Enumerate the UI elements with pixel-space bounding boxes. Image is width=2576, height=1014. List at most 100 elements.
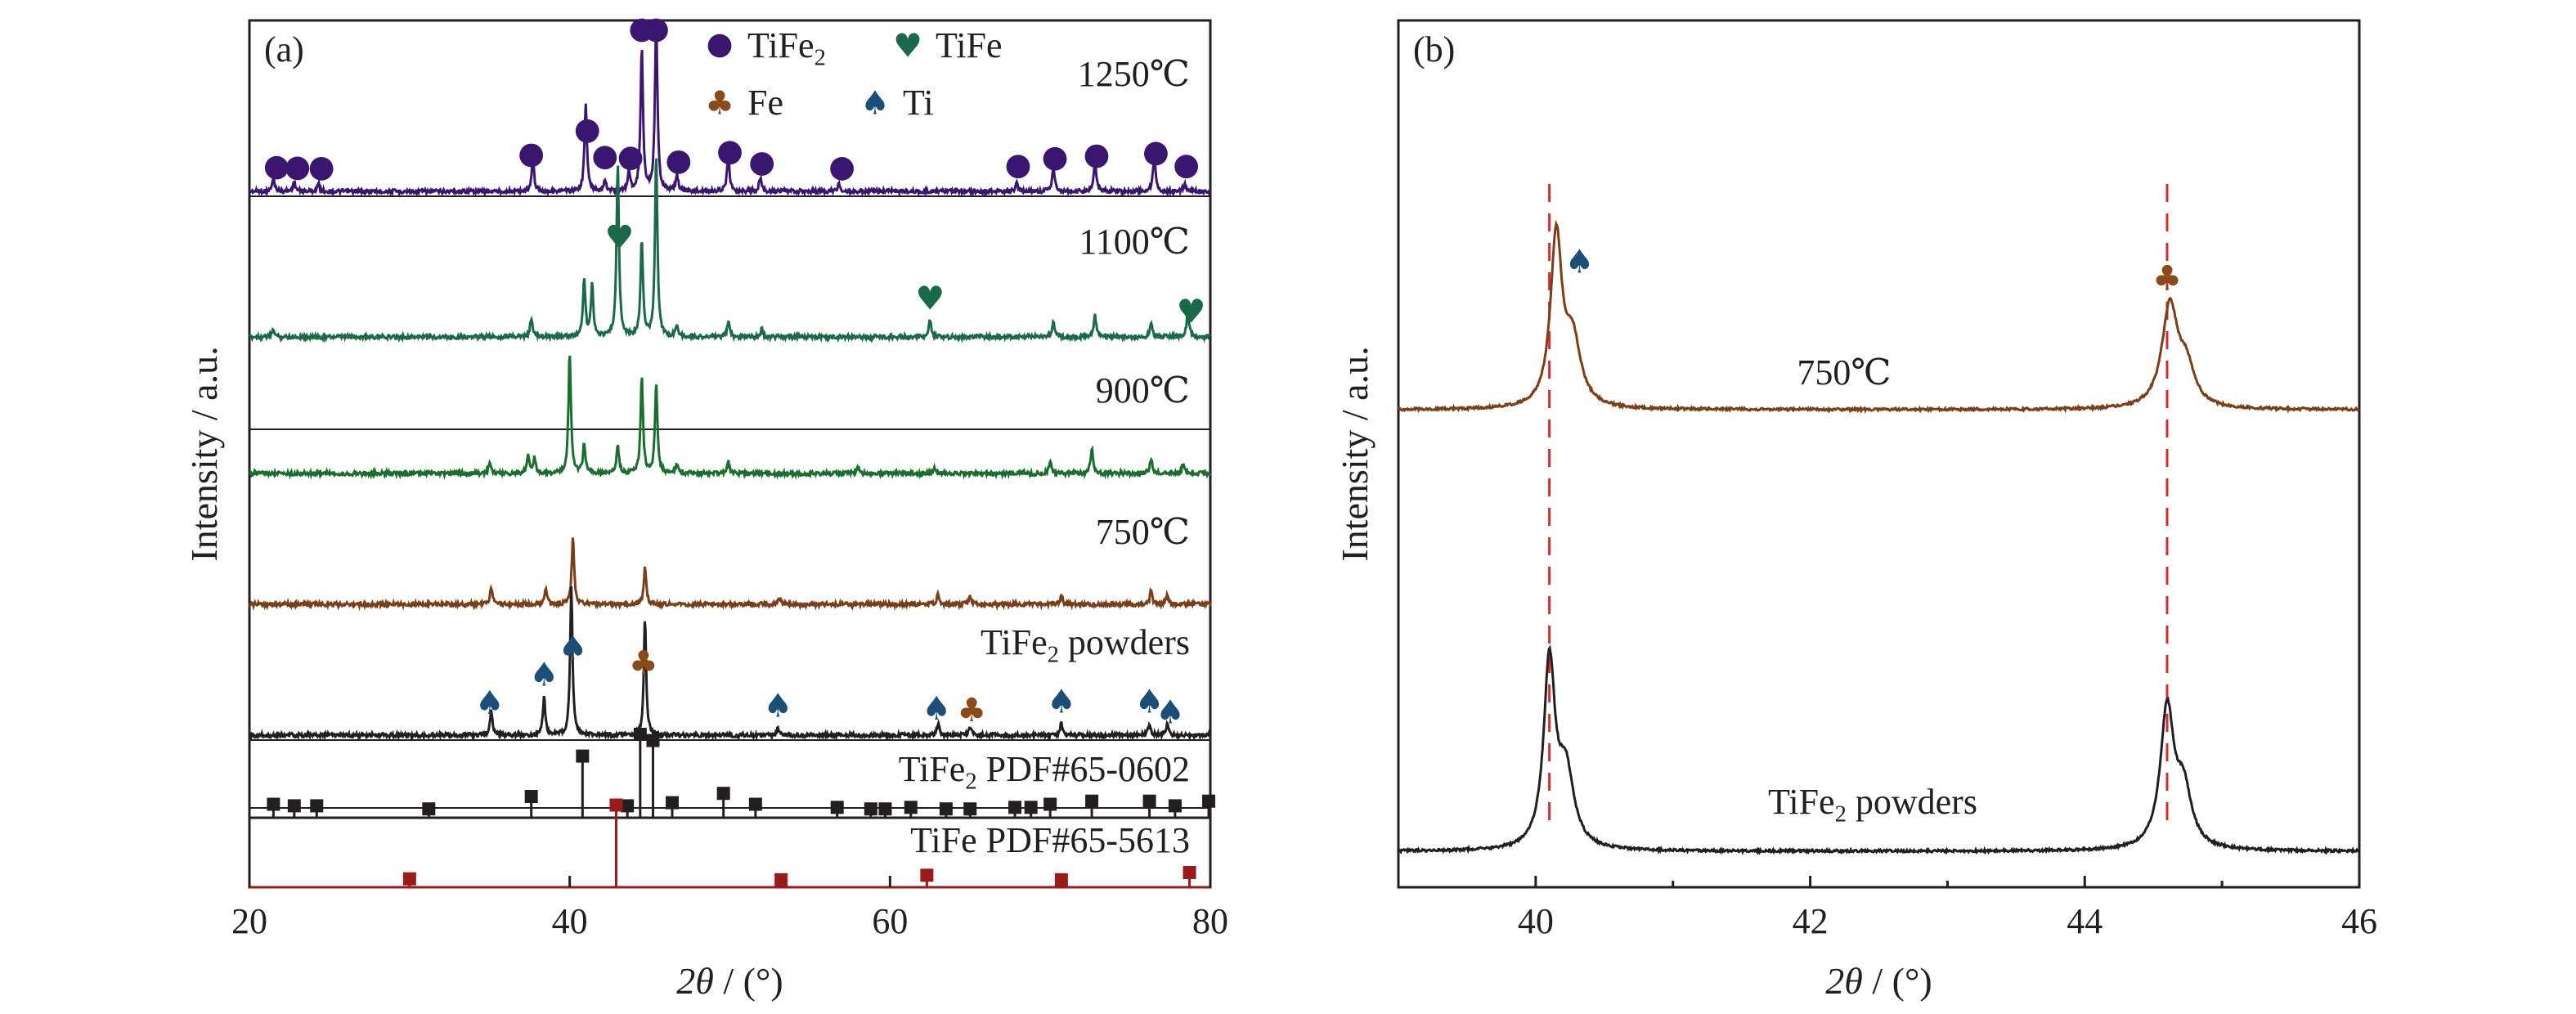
legend-label-0: TiFe2	[747, 25, 826, 71]
peak-marker-0-16	[1144, 141, 1168, 166]
reference-label-0: TiFe2 PDF#65-0602	[899, 749, 1190, 795]
peak-marker-0-9	[666, 150, 691, 174]
x-axis-title: 2θ / (°)	[676, 960, 783, 1002]
peak-marker-0-8	[644, 18, 668, 43]
peak-marker-0-6	[618, 146, 643, 171]
x-tick-label: 40	[552, 901, 588, 941]
reference-stick-marker	[904, 801, 918, 814]
peak-marker-4-4: ♠	[763, 688, 792, 725]
peak-marker-4-7: ♠	[1047, 684, 1076, 721]
reference-stick-marker	[963, 802, 977, 816]
reference-stick-marker	[576, 749, 590, 763]
peak-marker-0-3	[519, 143, 544, 168]
y-axis-title: Intensity / a.u.	[183, 346, 225, 561]
panel-b-series-label-0: 750℃	[1797, 352, 1891, 393]
reference-stick-marker	[646, 734, 660, 747]
peak-marker-4-9: ♠	[1156, 693, 1185, 731]
series-label-1: 1100℃	[1079, 222, 1190, 262]
legend-marker-0	[707, 34, 732, 58]
x-tick-label: 80	[1192, 901, 1228, 941]
peak-marker-4-2: ♠	[559, 630, 588, 667]
x-tick-label: 44	[2067, 901, 2103, 941]
legend-label-1: TiFe	[936, 25, 1003, 65]
peak-marker-4-5: ♠	[922, 690, 951, 728]
pattern-line-0	[248, 20, 1212, 199]
reference-stick-marker	[748, 797, 762, 811]
series-label-3: 750℃	[1096, 512, 1190, 552]
panel-a-label: (a)	[264, 29, 304, 70]
legend-marker-2: ♣	[705, 85, 734, 123]
x-tick-label: 60	[872, 901, 908, 941]
peak-marker-0-5	[593, 146, 617, 170]
reference-stick-marker	[310, 799, 324, 813]
peak-marker-4-8: ♠	[1135, 684, 1165, 721]
peak-marker-0-17	[1174, 155, 1199, 179]
peak-marker-1-0: ♥	[604, 219, 634, 257]
reference-stick-marker	[287, 799, 301, 813]
peak-marker-1-1: ♥	[915, 280, 945, 317]
reference-stick-marker	[1008, 801, 1022, 814]
reference-stick-marker	[939, 802, 953, 816]
x-axis-title: 2θ / (°)	[1825, 960, 1932, 1002]
pattern-line-2	[248, 355, 1212, 481]
reference-stick-marker	[878, 802, 892, 816]
x-tick-label: 40	[1518, 901, 1554, 941]
reference-stick-marker	[716, 787, 730, 801]
panel-b-marker-1: ♣	[2152, 259, 2182, 297]
reference-stick-marker	[633, 728, 647, 741]
peak-marker-0-13	[1006, 155, 1030, 179]
legend-label-3: Ti	[903, 83, 934, 123]
peak-marker-0-12	[830, 156, 854, 181]
series-label-4: TiFe2 powders	[981, 622, 1190, 668]
peak-marker-4-6: ♣	[957, 692, 986, 729]
reference-stick-marker	[830, 801, 844, 814]
peak-marker-0-14	[1043, 146, 1067, 171]
reference-stick-marker	[1043, 797, 1057, 811]
panel-b-series-label-1: TiFe2 powders	[1768, 782, 1977, 828]
pattern-line-4	[249, 586, 1212, 743]
reference-stick-marker	[920, 868, 934, 882]
series-label-2: 900℃	[1096, 370, 1190, 411]
legend-marker-3: ♠	[860, 85, 890, 123]
reference-stick-marker	[774, 873, 788, 886]
panel-b-line-1	[1398, 644, 2360, 856]
x-tick-label: 20	[231, 901, 267, 941]
peak-marker-0-4	[575, 119, 599, 143]
x-tick-label: 42	[1793, 901, 1829, 941]
reference-stick-marker	[666, 796, 679, 810]
peak-marker-0-2	[309, 156, 334, 181]
reference-stick-marker	[1168, 799, 1182, 813]
reference-stick-marker	[267, 797, 280, 811]
peak-marker-0-15	[1084, 144, 1109, 168]
reference-stick-marker	[864, 802, 877, 816]
reference-stick-marker	[1054, 873, 1068, 886]
reference-stick-marker	[609, 798, 623, 812]
legend-label-2: Fe	[747, 83, 783, 123]
peak-marker-4-0: ♠	[475, 684, 505, 722]
peak-marker-4-3: ♣	[629, 644, 658, 682]
reference-stick-marker	[1142, 794, 1156, 808]
series-label-0: 1250℃	[1078, 54, 1190, 94]
peak-marker-0-10	[718, 141, 742, 165]
reference-stick-marker	[1183, 866, 1196, 879]
peak-marker-0-0	[264, 155, 289, 180]
x-tick-label: 46	[2341, 901, 2377, 941]
panel-b-line-0	[1397, 219, 2361, 415]
reference-stick-marker	[1024, 801, 1038, 814]
legend-marker-1: ♥	[893, 28, 922, 65]
peak-marker-0-1	[285, 156, 310, 181]
peak-marker-4-1: ♠	[529, 657, 559, 694]
y-axis-title: Intensity / a.u.	[1334, 346, 1376, 561]
reference-stick-marker	[1202, 794, 1216, 808]
panel-b-marker-0: ♠	[1564, 244, 1594, 281]
reference-stick-marker	[1085, 794, 1099, 808]
reference-label-1: TiFe PDF#65-5613	[910, 820, 1190, 860]
pattern-line-3	[248, 537, 1212, 612]
reference-stick-marker	[524, 790, 538, 803]
reference-stick-marker	[621, 799, 635, 813]
peak-marker-1-2: ♥	[1177, 293, 1206, 330]
peak-marker-0-11	[750, 152, 774, 176]
reference-stick-marker	[422, 802, 436, 816]
